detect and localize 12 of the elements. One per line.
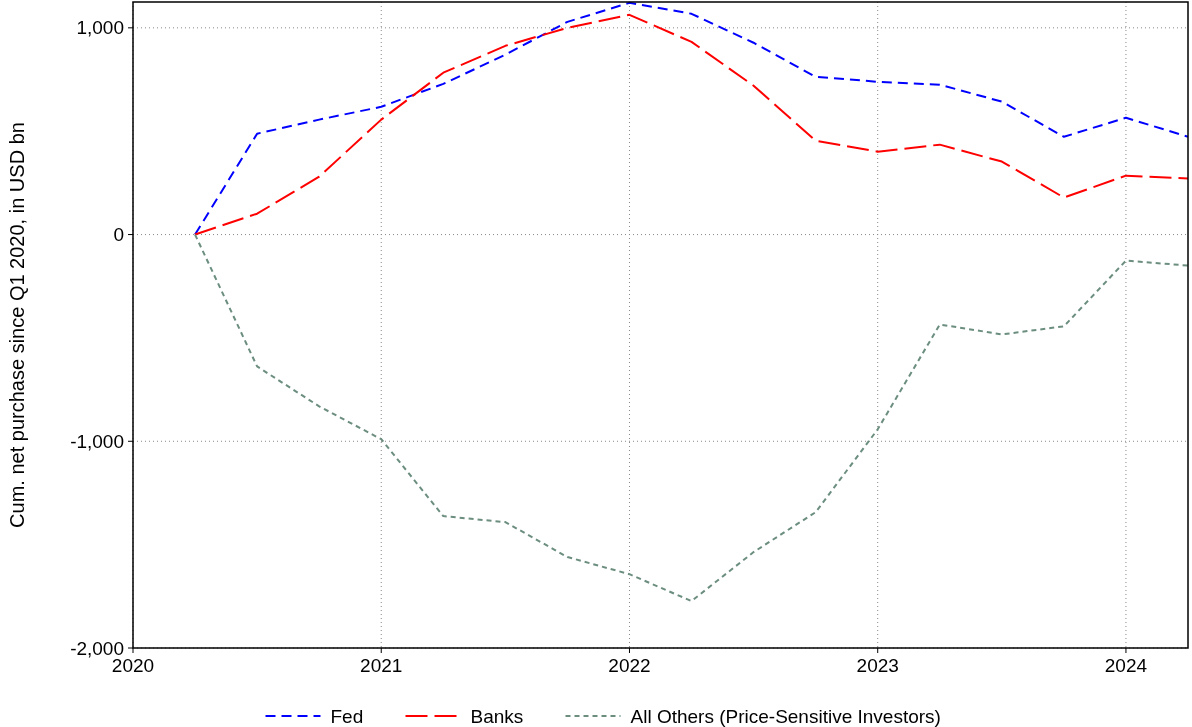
legend-label: Fed bbox=[330, 705, 364, 727]
x-tick-label: 2023 bbox=[856, 655, 899, 676]
y-axis-title: Cum. net purchase since Q1 2020, in USD bn bbox=[6, 122, 28, 528]
legend-label: All Others (Price-Sensitive Investors) bbox=[630, 705, 941, 727]
x-tick-label: 2022 bbox=[608, 655, 651, 676]
line-series bbox=[194, 233, 1189, 603]
y-tick-label: 1,000 bbox=[76, 17, 124, 39]
y-tick-label: -1,000 bbox=[70, 430, 124, 452]
x-tick-label: 2024 bbox=[1104, 655, 1148, 676]
legend-label: Banks bbox=[470, 705, 524, 727]
y-tick-label: 0 bbox=[113, 224, 124, 246]
x-tick-label: 2021 bbox=[360, 655, 403, 676]
